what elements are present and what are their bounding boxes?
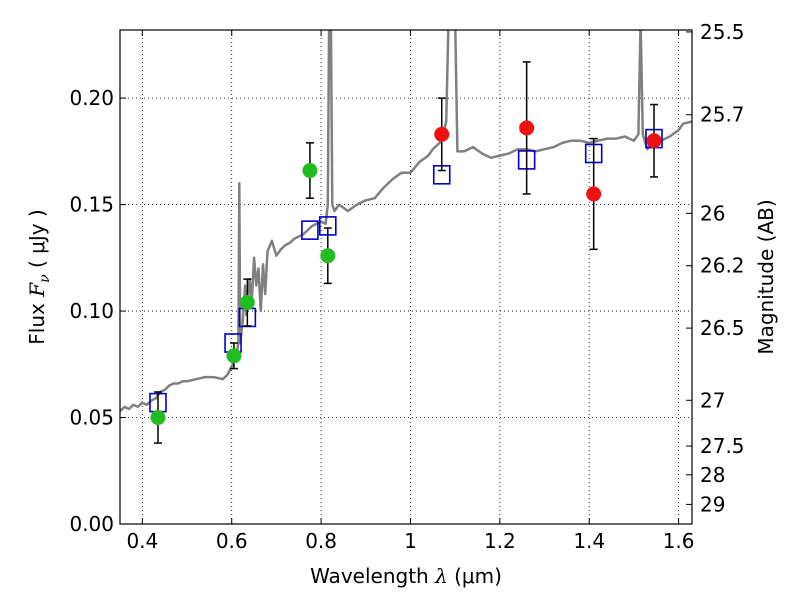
plot-area: [120, 30, 692, 444]
right-tick-label: 25.5: [700, 20, 745, 44]
model-flux-box: [301, 220, 319, 240]
red-data-point: [646, 133, 662, 149]
red-data-point: [434, 126, 450, 142]
right-tick-label: 27.5: [700, 434, 745, 458]
green-data-point: [320, 248, 336, 264]
x-tick-label: 1.2: [484, 529, 516, 553]
right-tick-label: 26: [700, 201, 725, 225]
x-tick-label: 1: [404, 529, 417, 553]
y-axis-label: Flux Fν ( μJy ): [25, 209, 53, 344]
x-tick-label: 1.4: [573, 529, 605, 553]
red-data-point: [519, 120, 535, 136]
x-tick-label: 1.6: [663, 529, 695, 553]
y-tick-label: 0.10: [69, 299, 114, 323]
y-tick-label: 0.20: [69, 86, 114, 110]
x-axis-label: Wavelength λ (μm): [310, 564, 502, 588]
right-tick-label: 27: [700, 388, 725, 412]
y-tick-label: 0.15: [69, 193, 114, 217]
x-tick-label: 0.6: [216, 529, 248, 553]
y-tick-label: 0.00: [69, 512, 114, 536]
green-data-point: [239, 295, 255, 311]
template-spectrum-line: [120, 30, 692, 413]
red-data-point: [586, 186, 602, 202]
right-tick-label: 29: [700, 492, 725, 516]
axis-ticks: 0.4 0.6 0.8 1 1.2 1.4 1.6 0.00 0.05 0.10 0.15 0.20 2…: [69, 20, 744, 553]
right-tick-label: 26.2: [700, 254, 745, 278]
green-data-point: [302, 163, 318, 179]
right-tick-label: 25.7: [700, 103, 745, 127]
green-data-point: [226, 348, 242, 364]
x-tick-label: 0.4: [126, 529, 158, 553]
right-axis-label: Magnitude (AB): [754, 199, 778, 354]
right-tick-label: 28: [700, 463, 725, 487]
green-data-point: [150, 410, 166, 426]
y-tick-label: 0.05: [69, 406, 114, 430]
right-tick-label: 26.5: [700, 316, 745, 340]
x-tick-label: 0.8: [305, 529, 337, 553]
plot-frame: [119, 29, 693, 525]
